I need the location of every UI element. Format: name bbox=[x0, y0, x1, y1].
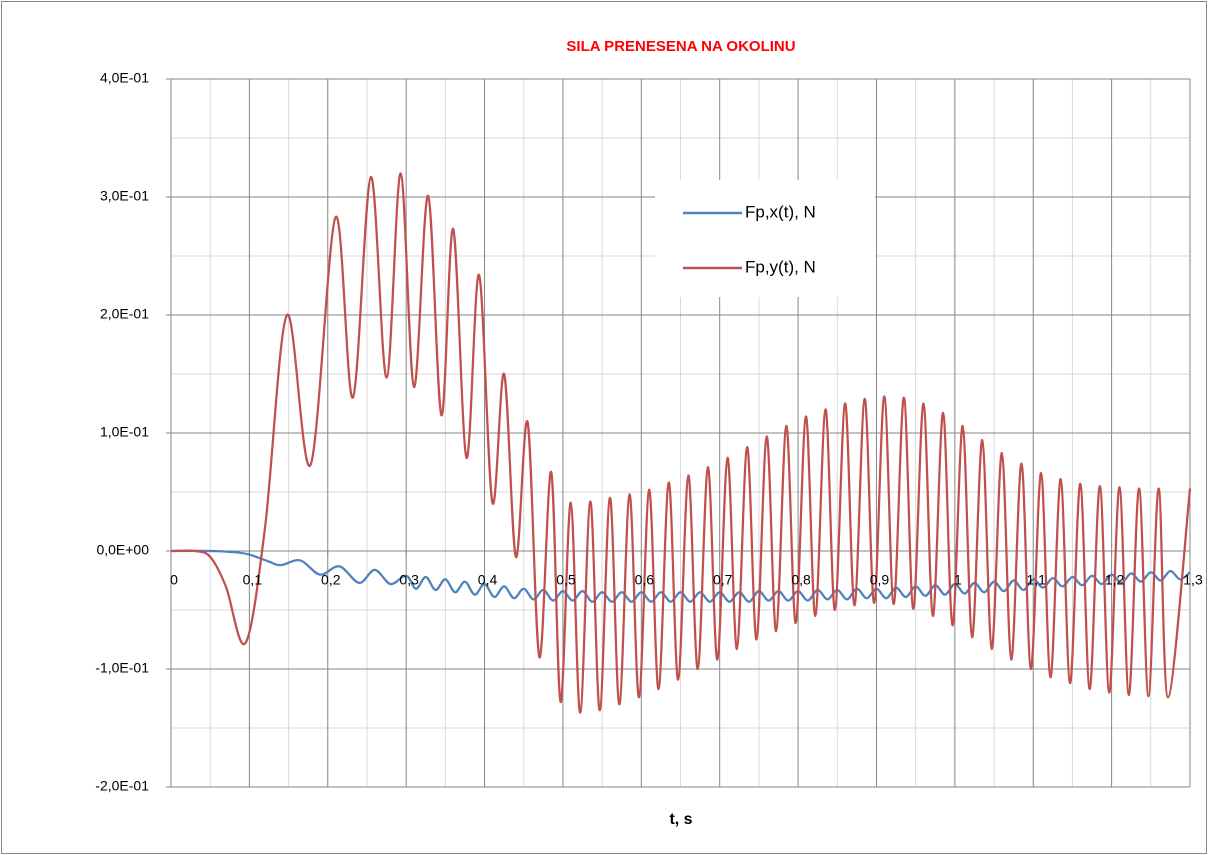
legend-label: Fp,y(t), N bbox=[745, 257, 816, 276]
x-tick-label: 0,3 bbox=[399, 572, 419, 588]
plot bbox=[170, 172, 1192, 714]
y-tick-label: -1,0E-01 bbox=[95, 660, 149, 676]
x-tick-label: 1,2 bbox=[1105, 572, 1125, 588]
y-tick-label: 4,0E-01 bbox=[100, 70, 149, 86]
x-tick-label: 0,8 bbox=[791, 572, 811, 588]
y-tick-label: 3,0E-01 bbox=[100, 188, 149, 204]
series-line bbox=[170, 549, 1191, 603]
x-tick-label: 0,7 bbox=[713, 572, 733, 588]
x-tick-label: 1,3 bbox=[1183, 572, 1203, 588]
legend-box bbox=[655, 180, 875, 297]
x-tick-label: 1 bbox=[954, 572, 962, 588]
x-tick-label: 1,1 bbox=[1026, 572, 1046, 588]
y-tick-label: 0,0E+00 bbox=[96, 542, 149, 558]
chart-title: SILA PRENESENA NA OKOLINU bbox=[566, 38, 795, 55]
legend: Fp,x(t), N Fp,y(t), N bbox=[655, 180, 875, 297]
tick-labels: 0 0,1 0,2 0,3 0,4 0,5 0,6 0,7 0,8 0,9 1 1,1 1,2 1,3 -2… bbox=[95, 70, 1203, 794]
x-tick-label: 0,6 bbox=[635, 572, 655, 588]
legend-label: Fp,x(t), N bbox=[745, 202, 816, 221]
x-tick-label: 0,2 bbox=[321, 572, 341, 588]
y-tick-label: 1,0E-01 bbox=[100, 424, 149, 440]
x-tick-label: 0,5 bbox=[556, 572, 576, 588]
x-tick-label: 0,4 bbox=[478, 572, 498, 588]
x-tick-label: 0,9 bbox=[870, 572, 890, 588]
x-tick-label: 0,1 bbox=[243, 572, 263, 588]
y-tick-label: 2,0E-01 bbox=[100, 306, 149, 322]
y-tick-label: -2,0E-01 bbox=[95, 778, 149, 794]
x-axis-label: t, s bbox=[669, 811, 692, 828]
series-line bbox=[170, 172, 1192, 714]
x-tick-label: 0 bbox=[170, 572, 178, 588]
